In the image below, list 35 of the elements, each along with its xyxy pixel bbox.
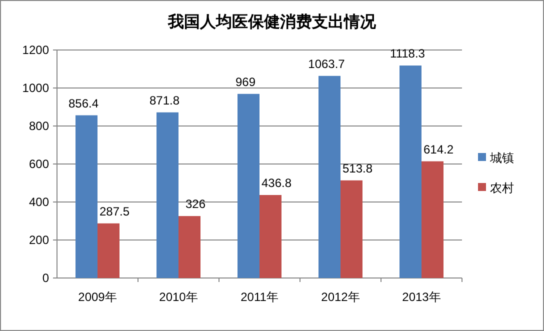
data-label: 1063.7 — [308, 56, 346, 71]
x-tick-label: 2013年 — [402, 290, 441, 304]
bar — [76, 115, 98, 278]
bar — [98, 223, 120, 278]
bar — [156, 112, 178, 278]
data-label: 513.8 — [342, 161, 373, 176]
data-label: 436.8 — [261, 176, 292, 190]
x-tick-label: 2010年 — [159, 290, 198, 304]
x-tick-label: 2009年 — [78, 290, 117, 304]
data-label: 856.4 — [68, 96, 99, 110]
y-tick-label: 1200 — [22, 43, 50, 57]
legend-label: 农村 — [490, 181, 514, 195]
bar — [422, 161, 444, 278]
y-tick-label: 800 — [28, 119, 50, 133]
bar — [318, 76, 340, 278]
bar — [238, 94, 260, 278]
y-tick-label: 200 — [28, 233, 50, 247]
data-label: 614.2 — [423, 142, 454, 156]
bar — [340, 180, 362, 278]
bar — [178, 216, 200, 278]
y-tick-label: 600 — [28, 157, 50, 171]
bar — [260, 195, 282, 278]
y-tick-label: 0 — [42, 271, 50, 285]
x-tick-label: 2011年 — [240, 290, 278, 304]
data-label: 1118.3 — [390, 46, 426, 61]
data-label: 326 — [185, 197, 206, 212]
y-tick-label: 1000 — [22, 81, 50, 95]
data-label: 287.5 — [99, 204, 130, 218]
chart-title: 我国人均医保健消费支出情况 — [167, 13, 377, 31]
bar — [400, 66, 422, 278]
x-tick-label: 2012年 — [321, 290, 360, 304]
data-label: 969 — [235, 74, 256, 89]
data-label: 871.8 — [149, 93, 180, 108]
legend-label: 城镇 — [489, 151, 514, 165]
y-tick-label: 400 — [28, 195, 50, 209]
